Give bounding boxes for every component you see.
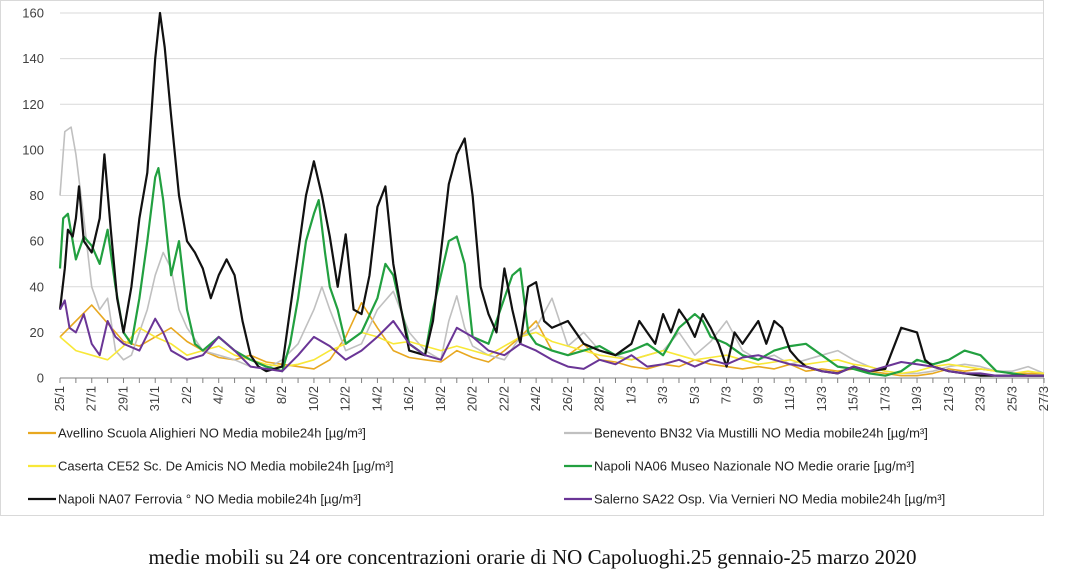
x-tick-label: 17/3	[877, 386, 892, 411]
y-tick-label: 60	[30, 234, 44, 249]
y-tick-label: 80	[30, 188, 44, 203]
x-tick-label: 14/2	[369, 386, 384, 411]
x-tick-label: 27/3	[1036, 386, 1051, 411]
x-tick-label: 16/2	[401, 386, 416, 411]
x-tick-label: 4/2	[211, 386, 226, 404]
y-tick-label: 140	[22, 51, 44, 66]
x-tick-label: 3/3	[655, 386, 670, 404]
x-tick-label: 9/3	[750, 386, 765, 404]
x-tick-label: 27/1	[84, 386, 99, 411]
gridlines	[60, 12, 1044, 333]
y-tick-label: 160	[22, 6, 44, 21]
y-tick-label: 120	[22, 97, 44, 112]
x-tick-label: 15/3	[846, 386, 861, 411]
legend-label-3: Caserta CE52 Sc. De Amicis NO Media mobi…	[58, 459, 394, 474]
x-tick-label: 29/1	[115, 386, 130, 411]
legend-label-5: Napoli NA07 Ferrovia ° NO Media mobile24…	[58, 492, 361, 507]
series-line-5	[58, 11, 1044, 377]
series-line-6	[59, 299, 1044, 377]
chart-container: 0 20 40 60 80 100 120 140 160 25/1 27/1 29/1 31/1 2/…	[0, 0, 1051, 516]
chart-border	[0, 0, 1044, 516]
x-tick-label: 20/2	[465, 386, 480, 411]
line-chart: 0 20 40 60 80 100 120 140 160 25/1 27/1 29/1 31/1 2/…	[0, 0, 1051, 516]
series-line-2	[59, 126, 1045, 375]
series-line-4	[58, 167, 1044, 377]
x-tick-label: 1/3	[623, 386, 638, 404]
x-tick-label: 19/3	[909, 386, 924, 411]
x-tick-label: 25/3	[1004, 386, 1019, 411]
x-tick-label: 22/2	[496, 386, 511, 411]
x-tick-label: 2/2	[179, 386, 194, 404]
x-tick-label: 28/2	[592, 386, 607, 411]
x-tick-label: 18/2	[433, 386, 448, 411]
x-axis-ticks: 25/1 27/1 29/1 31/1 2/2 4/2 6/2 8/2 10/2 12/2 14/2…	[52, 378, 1051, 411]
legend-label-2: Benevento BN32 Via Mustilli NO Media mob…	[594, 426, 928, 441]
x-tick-label: 7/3	[719, 386, 734, 404]
y-tick-label: 100	[22, 142, 44, 157]
y-tick-label: 40	[30, 279, 44, 294]
legend: Avellino Scuola Alighieri NO Media mobil…	[28, 426, 945, 507]
x-tick-label: 13/3	[814, 386, 829, 411]
x-tick-label: 24/2	[528, 386, 543, 411]
legend-label-6: Salerno SA22 Osp. Via Vernieri NO Media …	[594, 492, 945, 507]
legend-label-1: Avellino Scuola Alighieri NO Media mobil…	[58, 426, 366, 441]
x-tick-label: 31/1	[147, 386, 162, 411]
y-axis-ticks: 0 20 40 60 80 100 120 140 160	[22, 6, 44, 386]
legend-label-4: Napoli NA06 Museo Nazionale NO Medie ora…	[594, 459, 914, 474]
x-tick-label: 12/2	[338, 386, 353, 411]
x-tick-label: 23/3	[973, 386, 988, 411]
x-tick-label: 10/2	[306, 386, 321, 411]
y-tick-label: 0	[37, 371, 44, 386]
chart-caption: medie mobili su 24 ore concentrazioni or…	[148, 545, 917, 569]
x-tick-label: 26/2	[560, 386, 575, 411]
x-tick-label: 11/3	[782, 386, 797, 410]
x-tick-label: 25/1	[52, 386, 67, 411]
series-lines	[58, 11, 1045, 377]
x-tick-label: 8/2	[274, 386, 289, 404]
y-tick-label: 20	[30, 325, 44, 340]
x-tick-label: 21/3	[941, 386, 956, 411]
x-tick-label: 6/2	[242, 386, 257, 404]
x-tick-label: 5/3	[687, 386, 702, 404]
